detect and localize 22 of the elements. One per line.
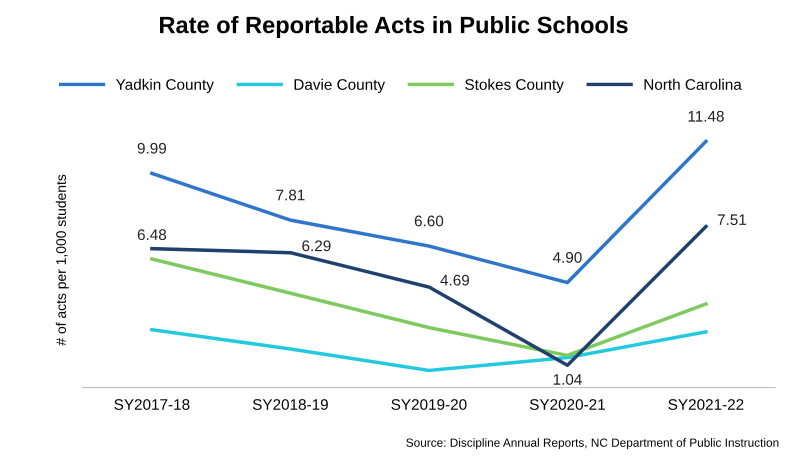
legend-label: Yadkin County <box>116 78 214 93</box>
data-label: 7.81 <box>276 190 305 200</box>
x-tick-label: SY2020-21 <box>530 399 605 410</box>
legend-label: Stokes County <box>465 78 564 93</box>
data-label: 4.90 <box>552 252 582 263</box>
data-label: 7.51 <box>718 214 746 226</box>
chart-title: Rate of Reportable Acts in Public Schools <box>160 16 628 38</box>
data-label: 9.99 <box>138 142 166 154</box>
data-label: 1.04 <box>554 374 582 385</box>
data-label: 6.48 <box>138 229 166 240</box>
legend-label: North Carolina <box>644 78 742 90</box>
x-tick-label: SY2017-18 <box>114 399 190 410</box>
data-label: 4.69 <box>440 274 470 286</box>
data-label: 11.48 <box>688 110 724 122</box>
data-label: 6.29 <box>302 240 331 252</box>
legend-label: Davie County <box>294 78 386 93</box>
y-axis-title: # of acts per 1,000 students <box>56 174 69 346</box>
data-label: 6.60 <box>414 216 444 226</box>
x-tick-label: SY2019-20 <box>391 399 467 410</box>
source-note: Source: Discipline Annual Reports, NC Department of Public Instruction <box>406 438 778 450</box>
x-tick-label: SY2018-19 <box>252 399 328 410</box>
x-tick-label: SY2021-22 <box>668 399 744 410</box>
